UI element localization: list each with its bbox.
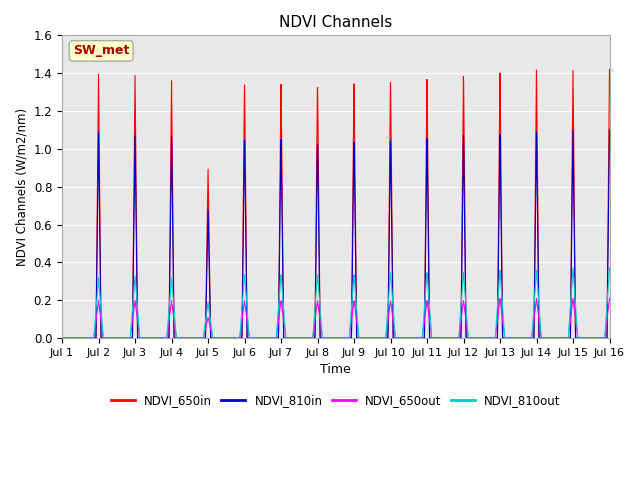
Line: NDVI_650in: NDVI_650in bbox=[62, 70, 609, 338]
NDVI_650in bbox=[605, 67, 613, 72]
NDVI_810out bbox=[292, 335, 300, 341]
NDVI_650in bbox=[153, 335, 161, 341]
NDVI_810out bbox=[153, 335, 161, 341]
Line: NDVI_810in: NDVI_810in bbox=[62, 130, 609, 338]
NDVI_810in bbox=[536, 335, 543, 341]
NDVI_810in bbox=[153, 335, 161, 341]
NDVI_650out bbox=[595, 335, 603, 341]
NDVI_650out bbox=[268, 335, 276, 341]
NDVI_810in bbox=[292, 335, 300, 341]
NDVI_650out bbox=[605, 295, 613, 301]
NDVI_650in bbox=[120, 335, 128, 341]
NDVI_810out bbox=[536, 314, 543, 320]
NDVI_810in bbox=[268, 335, 276, 341]
Legend: NDVI_650in, NDVI_810in, NDVI_650out, NDVI_810out: NDVI_650in, NDVI_810in, NDVI_650out, NDV… bbox=[106, 389, 565, 412]
Title: NDVI Channels: NDVI Channels bbox=[279, 15, 392, 30]
NDVI_810in bbox=[595, 335, 603, 341]
NDVI_810out bbox=[58, 335, 66, 341]
NDVI_650in bbox=[536, 335, 543, 341]
Line: NDVI_810out: NDVI_810out bbox=[62, 268, 609, 338]
NDVI_810out bbox=[120, 335, 128, 341]
NDVI_650in bbox=[58, 335, 66, 341]
Text: SW_met: SW_met bbox=[73, 45, 129, 58]
NDVI_650out bbox=[536, 323, 543, 328]
NDVI_810out bbox=[605, 265, 613, 271]
NDVI_810out bbox=[268, 335, 276, 341]
NDVI_650out bbox=[292, 335, 300, 341]
NDVI_650out bbox=[58, 335, 66, 341]
NDVI_810out bbox=[595, 335, 603, 341]
NDVI_650out bbox=[153, 335, 161, 341]
NDVI_650in bbox=[595, 335, 603, 341]
NDVI_650out bbox=[120, 335, 128, 341]
NDVI_650in bbox=[268, 335, 276, 341]
NDVI_810in bbox=[605, 127, 613, 133]
NDVI_810in bbox=[58, 335, 66, 341]
Line: NDVI_650out: NDVI_650out bbox=[62, 298, 609, 338]
X-axis label: Time: Time bbox=[321, 363, 351, 376]
NDVI_810in bbox=[120, 335, 128, 341]
NDVI_650in bbox=[292, 335, 300, 341]
Y-axis label: NDVI Channels (W/m2/nm): NDVI Channels (W/m2/nm) bbox=[15, 108, 28, 266]
